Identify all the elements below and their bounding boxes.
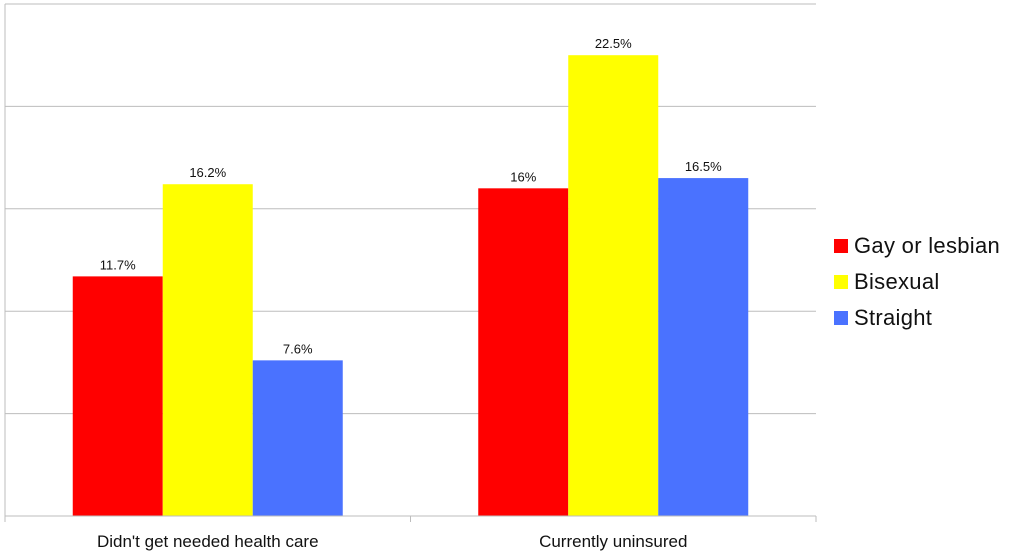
data-label: 16% (510, 169, 536, 184)
bar (658, 178, 749, 516)
bar (252, 360, 343, 516)
data-label: 7.6% (283, 341, 313, 356)
data-label: 11.7% (100, 257, 136, 272)
x-axis: Didn't get needed health care Currently u… (4, 4, 817, 551)
legend-item-bisexual: Bisexual (834, 264, 1000, 300)
data-label: 16.5% (685, 159, 722, 174)
x-tick-label: Didn't get needed health care (97, 532, 319, 551)
legend-label: Straight (854, 305, 933, 330)
legend-swatch (834, 311, 848, 325)
bar (162, 184, 253, 516)
legend-swatch (834, 239, 848, 253)
legend: Gay or lesbian Bisexual Straight (834, 228, 1000, 336)
data-label: 16.2% (189, 165, 226, 180)
bar (478, 188, 569, 516)
legend-item-straight: Straight (834, 300, 1000, 336)
bar (72, 276, 163, 516)
data-labels: 11.7% 16.2% 7.6% 16% 22.5% 16.5% (100, 36, 722, 356)
legend-item-gay-or-lesbian: Gay or lesbian (834, 228, 1000, 264)
legend-label: Gay or lesbian (854, 233, 1001, 258)
legend-swatch (834, 275, 848, 289)
bars (72, 55, 749, 516)
legend-label: Bisexual (854, 269, 940, 294)
data-label: 22.5% (595, 36, 632, 51)
bar (568, 55, 659, 516)
x-tick-label: Currently uninsured (539, 532, 687, 551)
